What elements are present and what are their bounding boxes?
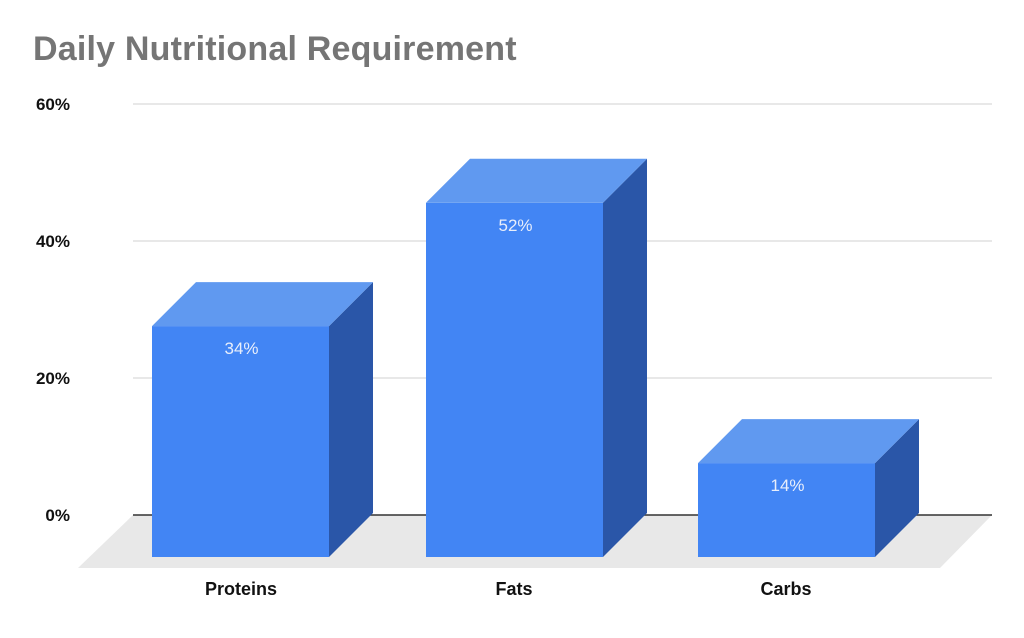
bar-carbs-top <box>698 419 919 464</box>
chart-title: Daily Nutritional Requirement <box>33 30 517 68</box>
y-tick-label: 20% <box>36 369 70 388</box>
x-category-label: Proteins <box>205 579 277 599</box>
bar-fats-top <box>426 158 647 203</box>
y-tick-label: 40% <box>36 232 70 251</box>
data-label: 52% <box>498 216 532 235</box>
y-tick-label: 60% <box>36 95 70 114</box>
bar-proteins-front <box>152 326 329 557</box>
bar-fats-side <box>603 158 647 558</box>
bar-fats-front <box>426 202 603 558</box>
x-category-label: Fats <box>495 579 532 599</box>
data-label: 14% <box>770 476 804 495</box>
bar-proteins-side <box>329 282 373 557</box>
y-tick-label: 0% <box>45 506 70 525</box>
bar-carbs-front <box>698 463 875 557</box>
bar-carbs-side <box>875 419 919 557</box>
bar-proteins-top <box>152 282 373 327</box>
data-label: 34% <box>224 339 258 358</box>
x-category-label: Carbs <box>760 579 811 599</box>
